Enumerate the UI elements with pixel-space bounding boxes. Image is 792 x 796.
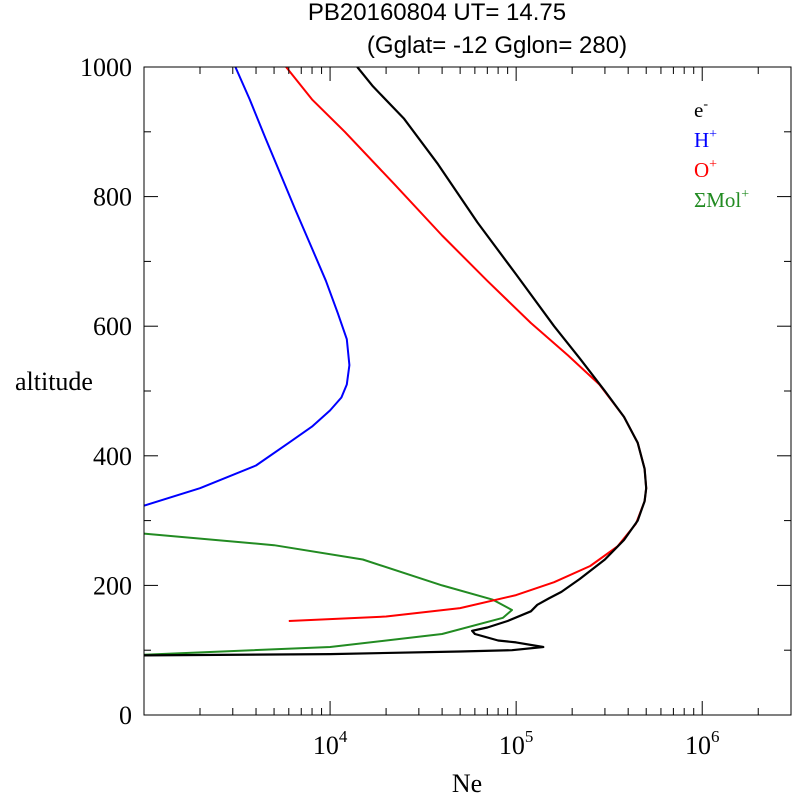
axis-ticks: 0 200 400 600 800 1000 104 105 106 (80, 53, 792, 760)
y-tick-label: 400 (93, 442, 132, 471)
legend-entry: O+ (694, 157, 717, 182)
y-tick-label: 1000 (80, 53, 132, 82)
y-tick-label: 200 (93, 571, 132, 600)
y-tick-label: 0 (119, 701, 132, 730)
legend-entry: ΣMol+ (694, 187, 749, 212)
x-tick-label: 105 (499, 727, 534, 760)
x-tick-label: 104 (313, 727, 348, 760)
series-line (144, 67, 648, 657)
plot-area (144, 67, 648, 657)
legend-entry: H+ (694, 127, 717, 152)
y-axis-label: altitude (15, 367, 93, 396)
series-line (144, 532, 513, 656)
legend: e- H+ O+ ΣMol+ (694, 97, 749, 212)
y-tick-label: 600 (93, 312, 132, 341)
x-tick-label: 106 (685, 727, 720, 760)
x-axis-label: Ne (452, 769, 482, 796)
y-tick-label: 800 (93, 183, 132, 212)
chart-subtitle: (Gglat= -12 Gglon= 280) (367, 32, 627, 59)
series-line (285, 67, 648, 622)
legend-entry: e- (694, 97, 708, 122)
series-line (144, 67, 351, 507)
chart-title: PB20160804 UT= 14.75 (308, 0, 566, 26)
